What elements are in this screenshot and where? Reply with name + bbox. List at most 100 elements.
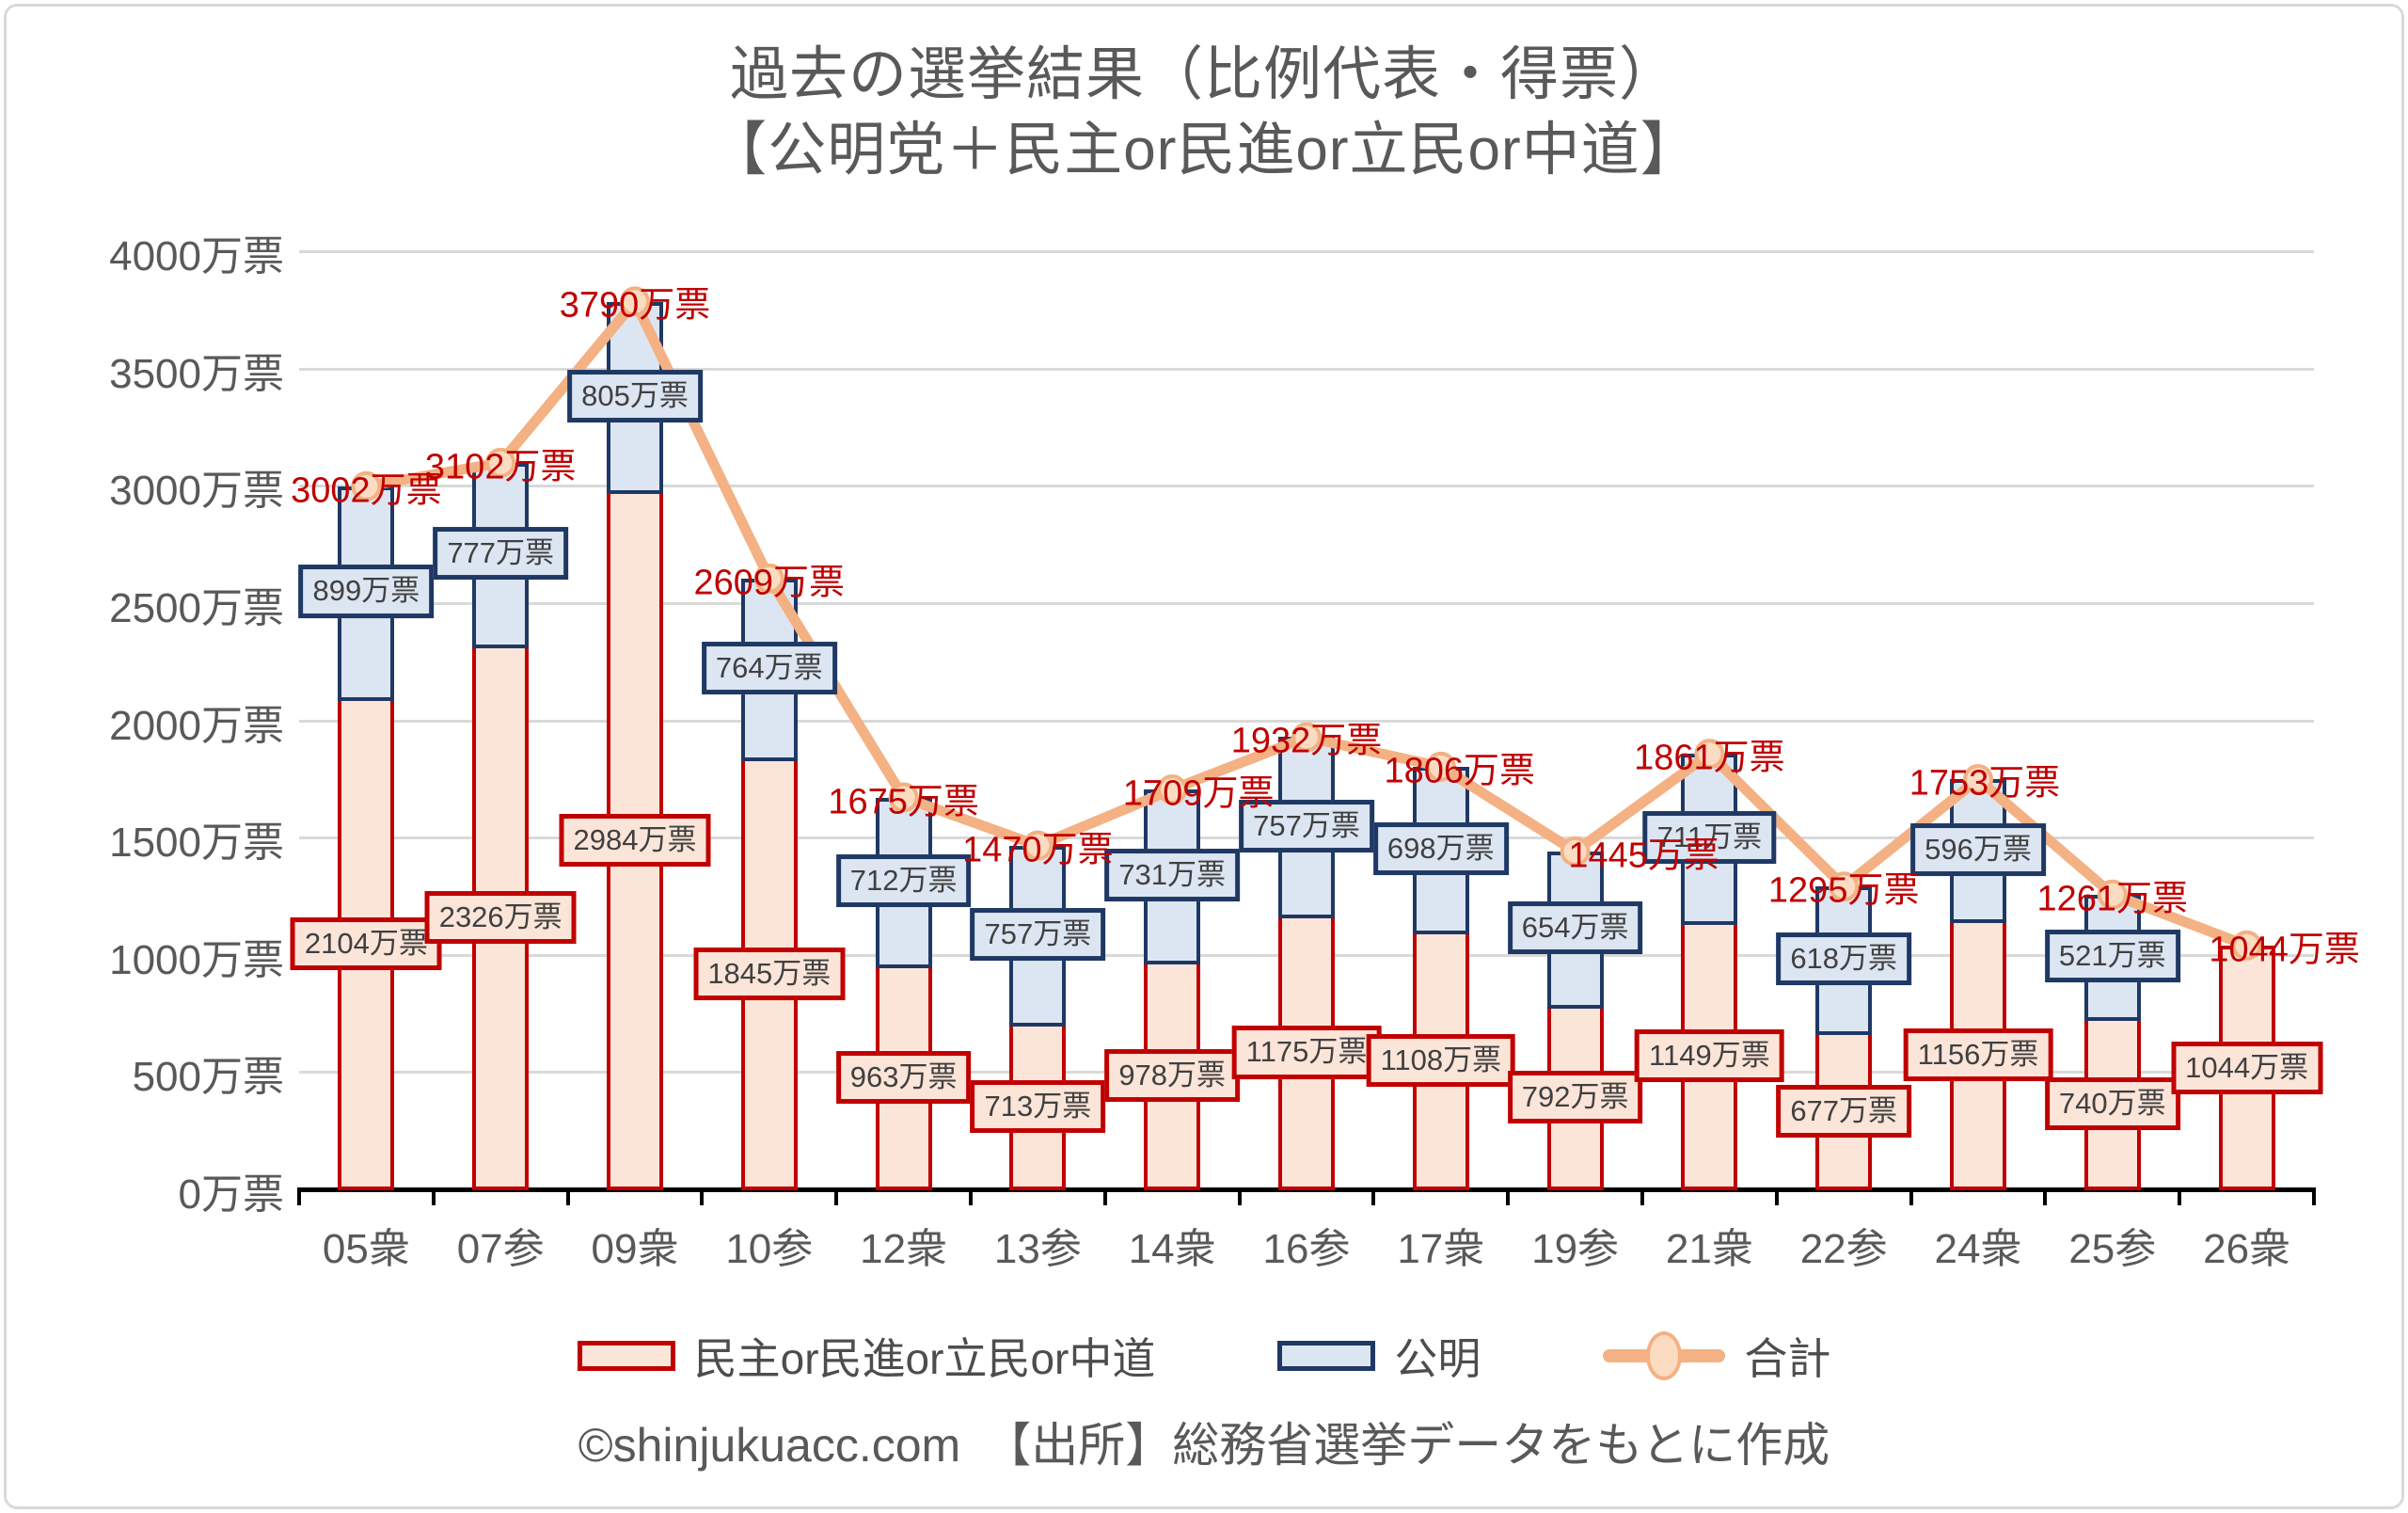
bar-label-minshu: 2104万票 — [290, 916, 442, 970]
y-axis-label: 1500万票 — [109, 820, 284, 867]
bar-label-komei: 757万票 — [1239, 799, 1374, 852]
bar-label-minshu: 1149万票 — [1635, 1028, 1784, 1082]
chart-title-line1: 過去の選挙結果（比例代表・得票） — [729, 42, 1678, 107]
total-label: 3002万票 — [291, 470, 442, 511]
y-axis-label: 4000万票 — [109, 233, 284, 279]
bar-label-komei: 521万票 — [2044, 929, 2180, 982]
total-label: 1806万票 — [1384, 751, 1536, 791]
x-axis-label: 17衆 — [1397, 1226, 1485, 1272]
bar-label-minshu: 978万票 — [1104, 1049, 1241, 1103]
x-axis-tick — [1506, 1190, 1511, 1205]
grid-line — [299, 367, 2314, 371]
x-axis-label: 05衆 — [322, 1226, 410, 1272]
total-label: 3790万票 — [559, 285, 711, 326]
total-marker — [1291, 722, 1322, 753]
x-axis-label: 07参 — [456, 1226, 545, 1272]
total-marker — [1022, 830, 1054, 861]
total-marker — [1694, 739, 1725, 770]
total-label: 1261万票 — [2036, 879, 2189, 919]
total-label: 3102万票 — [424, 447, 577, 487]
plot-area: 05衆 07参 09衆 10参 12衆 13参 14衆 16参 17衆 19参 21衆 22参 24衆 2… — [290, 250, 2360, 1272]
legend-label-total: 合計 — [1744, 1334, 1831, 1383]
y-axis-label: 500万票 — [132, 1054, 284, 1101]
bar-label-komei: 711万票 — [1642, 810, 1777, 865]
x-axis-label: 25参 — [2068, 1226, 2157, 1272]
x-axis-label: 10参 — [725, 1226, 814, 1272]
total-marker — [888, 782, 919, 813]
legend-swatch-minshu — [577, 1341, 675, 1371]
x-axis-tick — [431, 1190, 436, 1205]
bar-label-komei: 731万票 — [1104, 849, 1241, 902]
legend-item-komei: 公明 — [1277, 1325, 1481, 1387]
total-marker — [1829, 871, 1860, 902]
total-marker — [2231, 930, 2262, 961]
bar-label-minshu: 677万票 — [1776, 1084, 1912, 1138]
total-label: 1445万票 — [1568, 836, 1719, 876]
bar-label-komei: 618万票 — [1776, 932, 1912, 986]
grid-line — [299, 601, 2314, 605]
bar-label-minshu: 2984万票 — [559, 814, 711, 868]
x-axis-tick — [700, 1190, 705, 1205]
x-axis-tick — [1237, 1190, 1242, 1205]
bar-label-komei: 899万票 — [298, 565, 435, 618]
bar-label-komei: 596万票 — [1910, 822, 2046, 876]
x-axis-label: 13参 — [993, 1226, 1082, 1272]
legend-item-minshu: 民主or民進or立民or中道 — [577, 1325, 1155, 1387]
x-axis-label: 19参 — [1531, 1226, 1620, 1272]
x-axis-tick — [2043, 1190, 2048, 1205]
legend: 民主or民進or立民or中道 公明 合計 — [0, 1325, 2408, 1387]
total-label: 1753万票 — [1909, 763, 2061, 804]
total-marker — [1425, 751, 1456, 782]
y-axis-label: 3000万票 — [109, 468, 284, 515]
y-axis-labels: 0万票 500万票 1000万票 1500万票 2000万票 2500万票 3000万票 35… — [19, 233, 284, 1218]
x-axis-label: 16参 — [1262, 1226, 1351, 1272]
bar-label-komei: 805万票 — [567, 369, 703, 422]
bar-label-komei: 777万票 — [433, 527, 569, 581]
grid-line — [299, 250, 2314, 253]
bar-label-minshu: 1108万票 — [1366, 1033, 1516, 1087]
x-axis-tick — [1102, 1190, 1107, 1205]
bar-label-komei: 757万票 — [970, 907, 1106, 961]
y-axis-label: 2500万票 — [109, 584, 284, 631]
y-axis-label: 3500万票 — [109, 350, 284, 397]
chart-title: 過去の選挙結果（比例代表・得票） 【公明党＋民主or民進or立民or中道】 — [0, 38, 2408, 188]
x-axis-label: 22参 — [1799, 1226, 1888, 1272]
x-axis-tick — [297, 1190, 301, 1205]
y-axis-label: 1000万票 — [109, 936, 284, 983]
y-axis-label: 2000万票 — [109, 702, 284, 749]
grid-line — [299, 485, 2314, 488]
legend-line-swatch — [1603, 1330, 1726, 1382]
x-axis-tick — [1909, 1190, 1913, 1205]
total-label: 1861万票 — [1634, 738, 1785, 778]
total-label: 1675万票 — [828, 782, 979, 821]
legend-label-komei: 公明 — [1394, 1334, 1481, 1383]
x-axis-tick — [565, 1190, 570, 1205]
chart-title-line2: 【公明党＋民主or民進or立民or中道】 — [708, 118, 1700, 183]
bar-label-minshu: 792万票 — [1507, 1071, 1643, 1124]
total-marker — [1560, 836, 1591, 867]
footer-credit: ©shinjukuacc.com 【出所】総務省選挙データをもとに作成 — [578, 1419, 1830, 1472]
bar-label-komei: 698万票 — [1372, 821, 1509, 875]
x-axis-tick — [969, 1190, 973, 1205]
total-label: 1044万票 — [2209, 930, 2360, 970]
bar-label-minshu: 2326万票 — [424, 891, 577, 945]
x-axis-tick — [834, 1190, 839, 1205]
x-axis-label: 24衆 — [1934, 1226, 2022, 1272]
x-axis-tick — [1640, 1190, 1644, 1205]
total-label: 1932万票 — [1230, 721, 1383, 761]
bar-label-komei: 764万票 — [701, 641, 837, 694]
legend-swatch-komei — [1277, 1341, 1376, 1371]
x-axis-tick — [1371, 1190, 1376, 1205]
total-label: 1295万票 — [1767, 870, 1920, 911]
total-marker — [1963, 764, 1993, 795]
total-marker — [1157, 774, 1188, 805]
total-marker — [351, 470, 382, 502]
bar-label-minshu: 963万票 — [835, 1050, 972, 1105]
total-label: 1470万票 — [962, 830, 1114, 870]
x-axis-label: 21衆 — [1665, 1226, 1753, 1272]
bar-label-komei: 712万票 — [835, 854, 972, 908]
x-axis-label: 12衆 — [860, 1226, 948, 1272]
bar-label-minshu: 1044万票 — [2171, 1041, 2323, 1094]
legend-item-total: 合計 — [1603, 1325, 1830, 1387]
total-marker — [485, 447, 516, 478]
